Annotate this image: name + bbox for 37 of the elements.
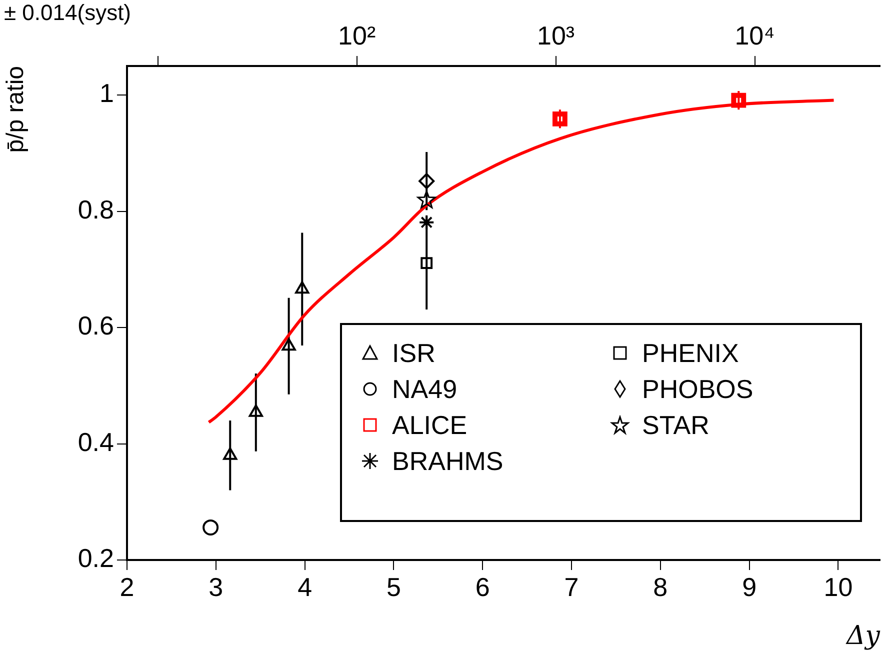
y-tick-label: 0.2 (78, 543, 114, 574)
x-tick-label: 6 (475, 572, 490, 602)
legend-label: NA49 (392, 374, 458, 404)
x-tick-label: 4 (298, 572, 312, 602)
point (552, 111, 568, 126)
legend-label: STAR (642, 410, 710, 440)
point (418, 214, 435, 230)
y-tick-label: 0.4 (78, 426, 114, 457)
y-tick-label: 0.8 (78, 194, 114, 224)
legend-label: PHENIX (642, 338, 739, 368)
point (418, 173, 435, 190)
x-tick-label: 5 (386, 572, 401, 602)
point (731, 92, 746, 108)
text: ± 0.014(syst) (4, 0, 132, 26)
x-tick-label: 3 (208, 572, 224, 602)
x-tick-label: 7 (564, 572, 579, 602)
x2-tick-label: 10⁴ (734, 20, 775, 51)
point (248, 404, 263, 417)
x2-tick-label: 10³ (536, 20, 575, 51)
point (420, 257, 433, 269)
legend-label: ALICE (392, 410, 468, 440)
point (282, 338, 296, 351)
point (417, 190, 436, 208)
y-tick-label: 0.6 (78, 310, 114, 341)
y-axis-title: p̄/p ratio (2, 66, 30, 153)
x-tick-label: 10 (824, 572, 853, 602)
point (295, 281, 310, 294)
legend-label: PHOBOS (642, 374, 754, 404)
legend-label: ISR (392, 338, 436, 368)
y-tick-label: 1 (100, 78, 114, 108)
x-tick-label: 8 (653, 572, 668, 602)
x-tick-label: 9 (742, 572, 757, 602)
x-tick-label: 2 (120, 572, 134, 602)
legend-label: BRAHMS (392, 446, 504, 476)
point (223, 447, 238, 460)
x2-tick-label: 10² (338, 20, 376, 51)
x-axis-title: Δy (846, 621, 880, 652)
